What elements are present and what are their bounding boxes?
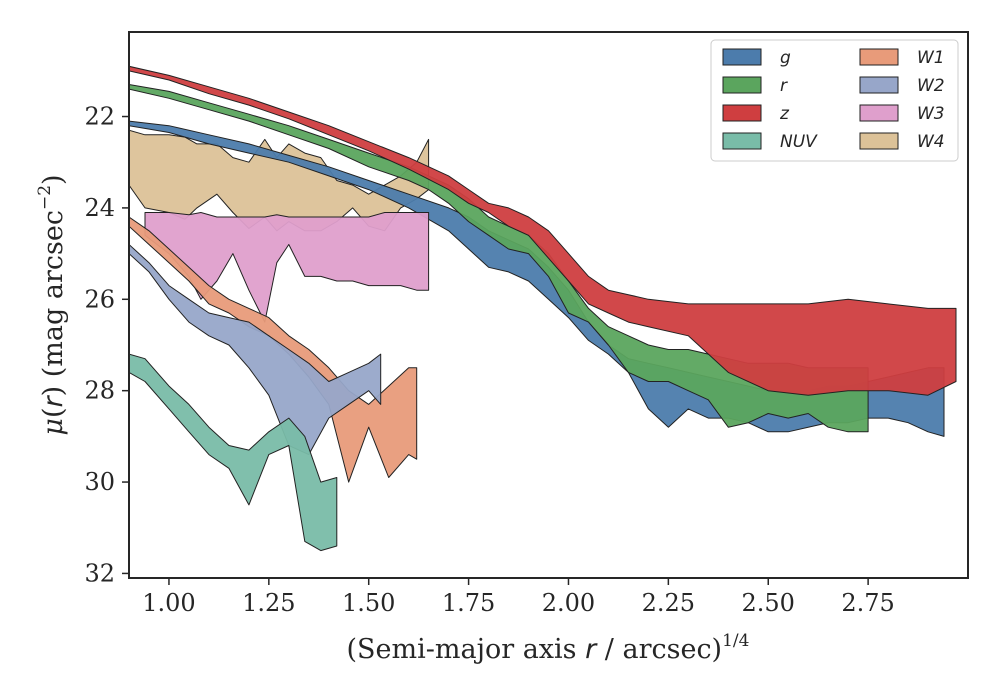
x-tick-label: 1.25	[242, 589, 295, 617]
series-band-w2	[129, 244, 382, 456]
x-axis-label: (Semi-major axis r / arcsec)1/4	[347, 631, 750, 665]
series-band-z	[129, 65, 957, 396]
legend-swatch	[859, 132, 899, 150]
legend-label: g	[780, 48, 791, 68]
legend-swatch	[722, 132, 762, 150]
y-tick-label: 28	[84, 377, 115, 405]
series-band-w1	[129, 216, 418, 483]
x-axis-ticks: 1.00 1.25 1.50 1.75 2.00 2.25 2.50 2.75	[142, 578, 895, 617]
legend-box	[710, 39, 959, 162]
legend-label: r	[780, 76, 788, 96]
legend-swatch	[859, 104, 899, 122]
y-axis-label: μ(r) (mag arcsec−2)	[35, 174, 69, 435]
legend-swatch	[722, 48, 762, 66]
x-tick-label: 2.25	[642, 589, 695, 617]
x-tick-label: 2.00	[542, 589, 595, 617]
legend-swatch	[722, 104, 762, 122]
y-tick-label: 24	[84, 194, 115, 222]
legend-label: NUV	[780, 132, 818, 152]
legend-label: W2	[917, 76, 945, 96]
axes-frame	[128, 31, 969, 579]
y-axis-ticks: 22 24 26 28 30 32	[84, 103, 129, 587]
legend: grz NUV W1 W2 W3 W4	[710, 39, 959, 162]
series-band-nuv	[129, 353, 338, 552]
x-tick-label: 1.00	[142, 589, 195, 617]
y-tick-label: 26	[84, 285, 115, 313]
legend-swatch	[722, 76, 762, 94]
plot-area	[129, 65, 957, 552]
legend-swatch	[859, 48, 899, 66]
x-tick-label: 2.50	[742, 589, 795, 617]
y-tick-label: 30	[84, 468, 115, 496]
legend-label: W3	[917, 104, 945, 124]
x-tick-label: 1.75	[442, 589, 495, 617]
legend-label: W1	[917, 48, 945, 68]
series-band-w3	[144, 212, 430, 323]
y-tick-label: 22	[84, 103, 115, 131]
x-tick-label: 2.75	[841, 589, 894, 617]
y-tick-label: 32	[84, 559, 115, 587]
legend-label: W4	[917, 132, 945, 152]
legend-swatch	[859, 76, 899, 94]
legend-label: z	[779, 104, 790, 124]
x-tick-label: 1.50	[342, 589, 395, 617]
